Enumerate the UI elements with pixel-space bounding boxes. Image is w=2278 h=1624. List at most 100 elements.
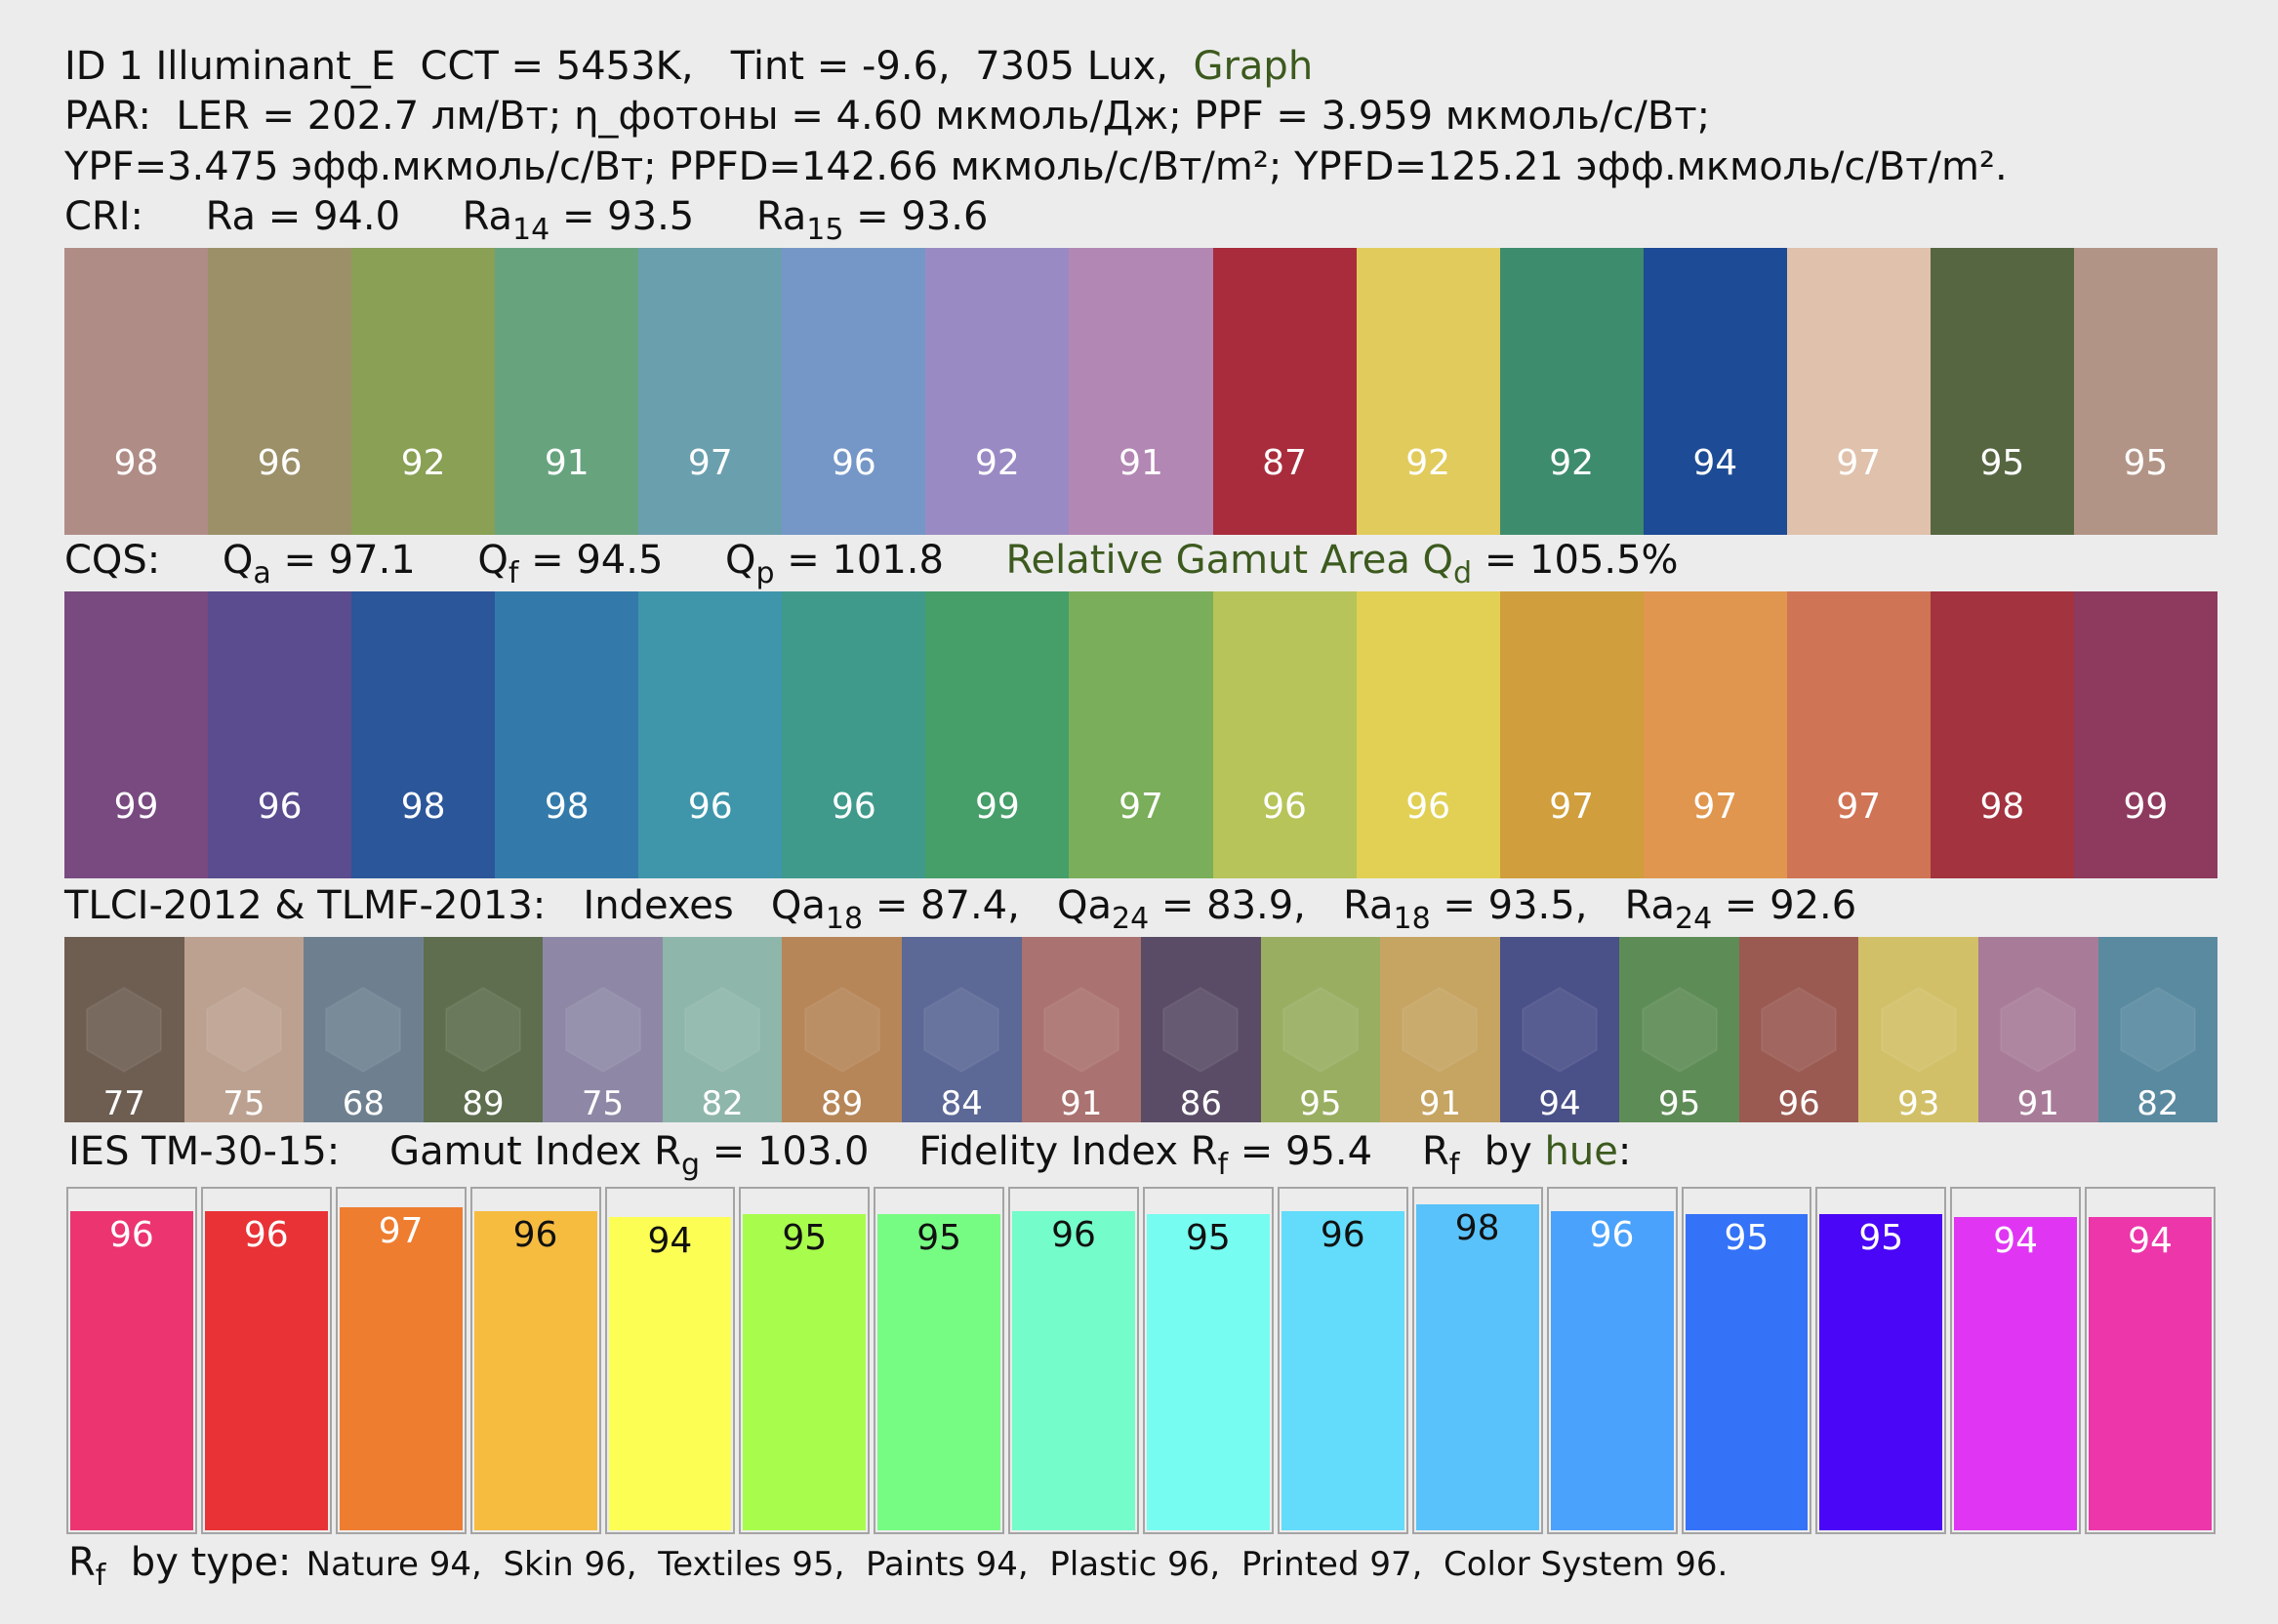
cqs-swatch: 96 <box>1356 591 1500 878</box>
gamut-index: Gamut Index Rg = 103.0 <box>389 1129 870 1182</box>
hexagon-icon <box>1042 986 1120 1074</box>
cri-swatch: 96 <box>782 248 926 535</box>
hue-bin-fill <box>204 1211 328 1530</box>
hue-bin-value: 96 <box>243 1215 289 1255</box>
hexagon-icon <box>1760 986 1838 1074</box>
cri-swatch: 92 <box>1499 248 1644 535</box>
tlci-swatch-value: 91 <box>2016 1084 2059 1122</box>
cri-swatch: 95 <box>1930 248 2074 535</box>
indexes-label: Indexes <box>583 883 734 928</box>
cqs-swatch-value: 96 <box>1262 787 1307 827</box>
cri-swatch-value: 97 <box>1836 443 1882 483</box>
tm30-hue-bars: 96 96 97 96 94 95 95 96 95 96 98 96 95 95 94 94 <box>66 1187 2216 1534</box>
cqs-swatch: 98 <box>1930 591 2074 878</box>
cri-swatch-value: 95 <box>2123 443 2169 483</box>
cqs-swatch: 99 <box>925 591 1070 878</box>
hue-bin-fill <box>1012 1211 1135 1530</box>
par-line: PAR: LER = 202.7 лм/Вт; η_фотоны = 4.60 … <box>64 94 1711 139</box>
tlci-swatch: 89 <box>423 937 544 1122</box>
cqs-swatch: 99 <box>64 591 209 878</box>
hue-bin-bar: 95 <box>1143 1187 1274 1534</box>
hue-bin-value: 98 <box>1454 1208 1500 1248</box>
cri-ra14: Ra14 = 93.5 <box>462 194 695 247</box>
tlci-swatch: 86 <box>1141 937 1261 1122</box>
cri-swatch: 98 <box>64 248 209 535</box>
cqs-swatch-value: 96 <box>1405 787 1450 827</box>
hexagon-icon <box>444 986 522 1074</box>
tlci-swatch: 94 <box>1499 937 1620 1122</box>
hue-bin-value: 96 <box>1589 1215 1635 1255</box>
cri-swatch-value: 91 <box>544 443 590 483</box>
hue-link[interactable]: hue <box>1544 1129 1618 1174</box>
cqs-swatch: 96 <box>638 591 783 878</box>
rf-by-type-line: Rf by type: Nature 94, Skin 96, Textiles… <box>68 1540 1728 1593</box>
cqs-swatch: 97 <box>1786 591 1931 878</box>
hue-bin-bar: 98 <box>1411 1187 1543 1534</box>
hue-bin-bar: 94 <box>604 1187 736 1534</box>
hue-bin-fill <box>1550 1211 1674 1530</box>
tlci-swatch: 84 <box>901 937 1022 1122</box>
cqs-swatch-value: 96 <box>257 787 303 827</box>
hue-bin-bar: 97 <box>335 1187 467 1534</box>
hue-bin-value: 97 <box>378 1211 424 1251</box>
cri-swatch: 95 <box>2073 248 2217 535</box>
cri-swatch: 97 <box>638 248 783 535</box>
hue-bin-value: 96 <box>512 1215 558 1255</box>
tlci-swatch: 91 <box>1021 937 1142 1122</box>
cri-swatch: 92 <box>351 248 496 535</box>
tlci-swatch-value: 93 <box>1897 1084 1940 1122</box>
hue-bin-value: 94 <box>2128 1221 2173 1261</box>
cqs-label: CQS: <box>64 538 161 583</box>
cqs-qa: Qa = 97.1 <box>222 538 416 590</box>
hue-bin-bar: 94 <box>2085 1187 2216 1534</box>
cqs-swatch: 99 <box>2073 591 2217 878</box>
rf-by-hue: Rf by hue: <box>1421 1129 1632 1182</box>
tlci-swatch: 95 <box>1260 937 1381 1122</box>
cqs-header: CQS: Qa = 97.1 Qf = 94.5 Qp = 101.8 Rela… <box>64 537 1679 590</box>
hue-bin-bar: 96 <box>1277 1187 1408 1534</box>
graph-link[interactable]: Graph <box>1193 44 1314 89</box>
hue-bin-fill <box>1281 1211 1404 1530</box>
rf-by-type-label: Rf by type: <box>68 1540 292 1593</box>
hue-bin-fill <box>2089 1217 2212 1530</box>
hue-bin-bar: 95 <box>874 1187 1005 1534</box>
tlci-swatch: 91 <box>1978 937 2098 1122</box>
cri-swatch: 87 <box>1212 248 1357 535</box>
hexagon-icon <box>1641 986 1719 1074</box>
cqs-qp: Qp = 101.8 <box>724 538 944 590</box>
tlci-swatch: 93 <box>1858 937 1978 1122</box>
illuminant-id: ID 1 Illuminant_E <box>64 44 396 89</box>
hexagon-icon <box>683 986 761 1074</box>
tlci-swatch-value: 95 <box>1657 1084 1701 1122</box>
hue-bin-value: 95 <box>916 1218 962 1258</box>
cqs-swatch-value: 99 <box>2123 787 2169 827</box>
hue-bin-value: 95 <box>1724 1218 1770 1258</box>
tm30-header: IES TM-30-15: Gamut Index Rg = 103.0 Fid… <box>68 1128 1632 1182</box>
cri-label: CRI: <box>64 194 143 239</box>
cqs-swatch: 96 <box>782 591 926 878</box>
cqs-gamut-area[interactable]: Relative Gamut Area Qd = 105.5% <box>1005 538 1679 590</box>
hue-bin-fill <box>70 1211 193 1530</box>
tlci-swatch: 75 <box>543 937 663 1122</box>
tlci-swatch-value: 75 <box>223 1084 265 1122</box>
cri-swatch: 91 <box>495 248 639 535</box>
cqs-swatch: 98 <box>495 591 639 878</box>
tlci-swatch-value: 75 <box>581 1084 625 1122</box>
hue-bin-bar: 95 <box>739 1187 871 1534</box>
cqs-swatch-value: 99 <box>975 787 1020 827</box>
cqs-swatch: 96 <box>1212 591 1357 878</box>
cqs-swatch: 97 <box>1643 591 1787 878</box>
tlci-swatch-value: 91 <box>1060 1084 1103 1122</box>
hue-bin-fill <box>877 1214 1001 1530</box>
cri-swatch: 94 <box>1643 248 1787 535</box>
tlci-swatch: 96 <box>1738 937 1859 1122</box>
hexagon-icon <box>1281 986 1360 1074</box>
tlci-swatch: 75 <box>183 937 305 1122</box>
hexagon-icon <box>85 986 163 1074</box>
cct-value: CCT = 5453K, <box>420 44 694 89</box>
ypf-line: YPF=3.475 эфф.мкмоль/с/Вт; PPFD=142.66 м… <box>64 144 2008 189</box>
tlci-qa18: Qa18 = 87.4, <box>770 883 1020 936</box>
cqs-swatch-value: 98 <box>400 787 446 827</box>
tlci-swatch: 82 <box>2097 937 2218 1122</box>
hue-bin-value: 96 <box>109 1215 154 1255</box>
